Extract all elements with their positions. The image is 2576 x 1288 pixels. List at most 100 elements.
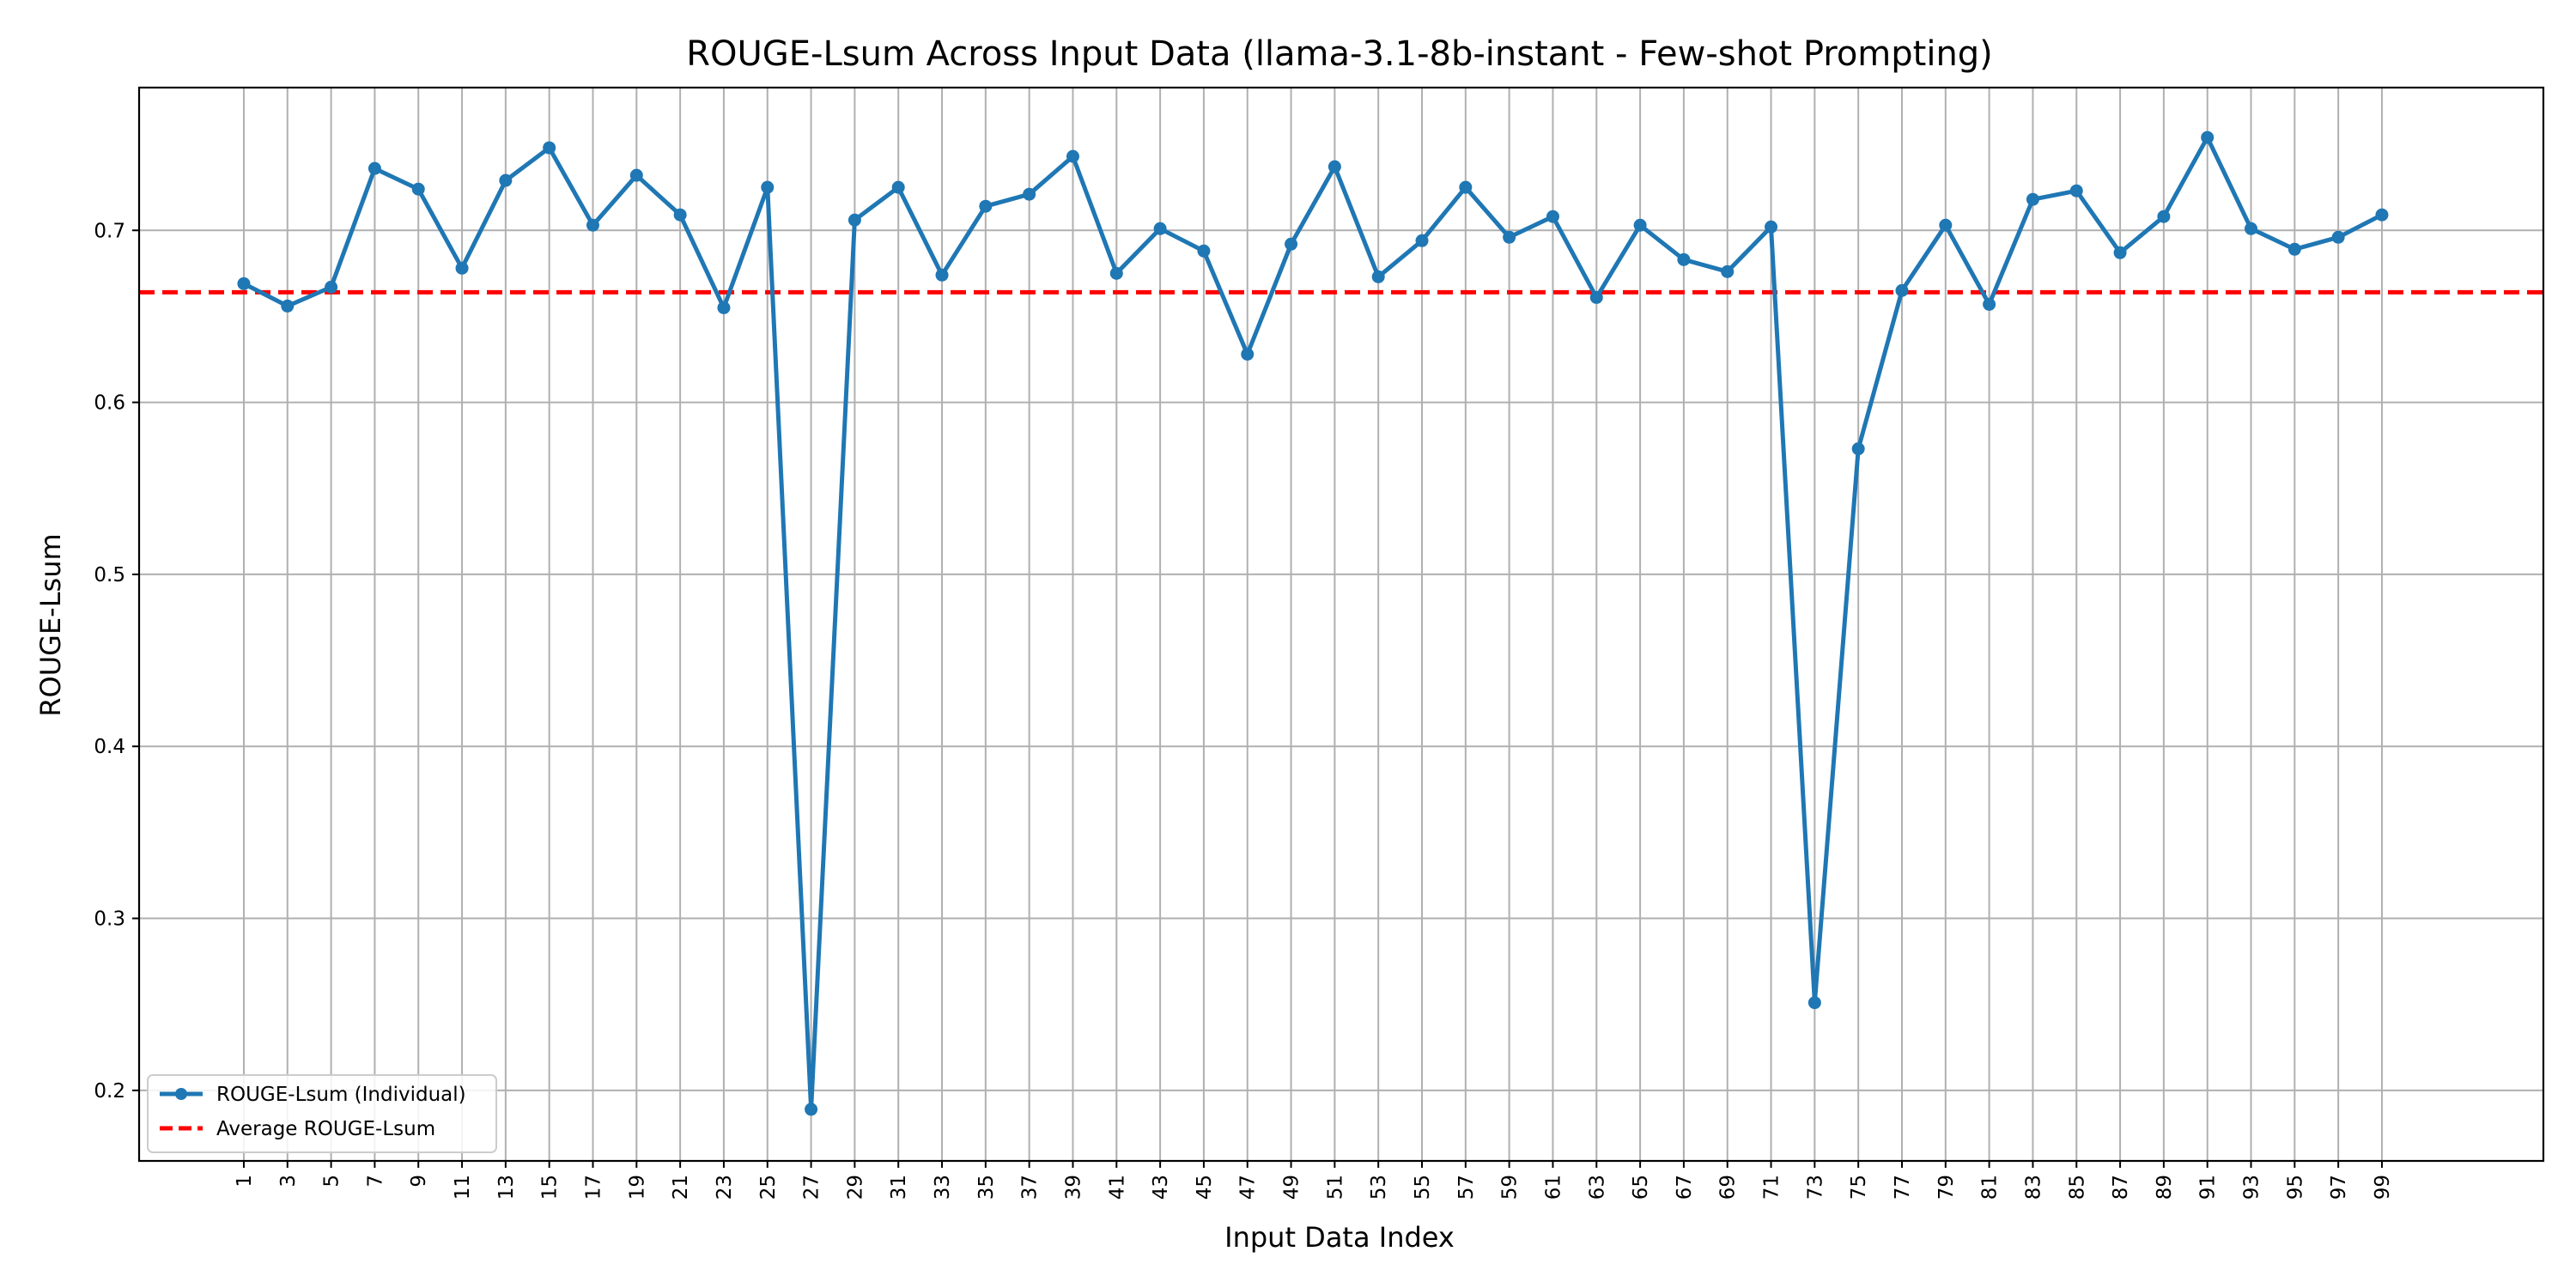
data-point (1327, 160, 1341, 173)
x-tick-label: 83 (2022, 1175, 2044, 1200)
data-point (1589, 290, 1603, 304)
x-tick-label: 31 (888, 1175, 910, 1200)
legend-label-average: Average ROUGE-Lsum (216, 1118, 435, 1140)
data-point (325, 280, 338, 294)
data-point (1807, 996, 1821, 1010)
x-tick-label: 61 (1542, 1175, 1564, 1200)
data-point (1633, 218, 1647, 232)
legend-label-individual: ROUGE-Lsum (Individual) (216, 1084, 466, 1106)
data-point (1023, 187, 1036, 201)
data-point (1459, 180, 1473, 194)
x-tick-label: 41 (1106, 1175, 1128, 1200)
x-tick-label: 97 (2328, 1175, 2350, 1200)
y-tick-label: 0.7 (94, 220, 125, 242)
x-tick-label: 5 (321, 1175, 343, 1188)
x-tick-label: 43 (1150, 1175, 1172, 1200)
y-tick-label: 0.2 (94, 1080, 125, 1103)
data-point (1066, 149, 1079, 163)
data-point (586, 218, 599, 232)
x-tick-label: 99 (2372, 1175, 2394, 1200)
x-tick-label: 39 (1062, 1175, 1084, 1200)
x-tick-label: 73 (1804, 1175, 1826, 1200)
data-point (2245, 222, 2258, 235)
plot-area-frame (137, 86, 2545, 1163)
legend-box (147, 1074, 497, 1153)
series-layer (237, 131, 2389, 1116)
data-point (1721, 264, 1735, 278)
data-point (717, 301, 731, 314)
data-point (1939, 218, 1953, 232)
data-point (1765, 220, 1778, 234)
data-point (1241, 347, 1255, 361)
data-point (2375, 208, 2389, 222)
x-tick-label: 49 (1281, 1175, 1303, 1200)
x-tick-label: 9 (408, 1175, 430, 1188)
data-point (499, 173, 513, 187)
data-point (2201, 131, 2215, 144)
x-tick-label: 53 (1368, 1175, 1390, 1200)
data-point (1983, 297, 1996, 311)
data-point (1677, 252, 1691, 266)
y-tick-label: 0.4 (94, 736, 125, 758)
x-tick-label: 77 (1892, 1175, 1914, 1200)
data-point (673, 208, 687, 222)
x-tick-label: 21 (670, 1175, 692, 1200)
x-tick-label: 91 (2197, 1175, 2220, 1200)
y-axis-label: ROUGE-Lsum (34, 533, 67, 716)
data-point (2113, 246, 2127, 259)
data-point (805, 1103, 818, 1116)
x-tick-label: 67 (1674, 1175, 1696, 1200)
legend-series-marker-swatch (175, 1088, 187, 1100)
x-tick-label: 23 (714, 1175, 736, 1200)
data-point (761, 180, 775, 194)
x-tick-label: 27 (801, 1175, 823, 1200)
data-point (411, 182, 425, 196)
data-point (935, 268, 949, 282)
data-point (543, 141, 556, 155)
data-point (1503, 230, 1516, 244)
x-tick-label: 55 (1412, 1175, 1434, 1200)
data-point (1285, 237, 1298, 251)
x-tick-label: 1 (234, 1175, 256, 1188)
data-point (1895, 283, 1909, 297)
axis-ticks: 1 3 5 7 9 11 13 15 17 19 21 23 25 27 29 31 33 35 37 39 41 43 4… (94, 220, 2394, 1200)
data-point (1851, 442, 1865, 456)
data-point (1197, 244, 1211, 258)
x-tick-label: 29 (844, 1175, 866, 1200)
data-point (1415, 234, 1429, 247)
x-tick-label: 19 (626, 1175, 648, 1200)
data-point (2069, 184, 2083, 197)
grid (139, 88, 2543, 1161)
data-point (237, 276, 251, 290)
data-point (1371, 270, 1385, 283)
data-point (629, 168, 643, 182)
data-point (848, 213, 861, 227)
x-tick-label: 95 (2284, 1175, 2306, 1200)
data-point (1546, 210, 1559, 223)
y-tick-label: 0.6 (94, 392, 125, 415)
data-point (2331, 230, 2345, 244)
data-point (281, 299, 295, 313)
x-tick-label: 25 (757, 1175, 780, 1200)
x-tick-label: 13 (495, 1175, 518, 1200)
x-tick-label: 11 (452, 1175, 474, 1200)
x-tick-label: 93 (2241, 1175, 2263, 1200)
data-point (455, 261, 469, 275)
y-tick-label: 0.3 (94, 908, 125, 931)
x-tick-label: 85 (2066, 1175, 2088, 1200)
data-point (368, 161, 381, 175)
x-tick-label: 37 (1019, 1175, 1042, 1200)
x-tick-label: 15 (539, 1175, 562, 1200)
x-tick-label: 87 (2110, 1175, 2132, 1200)
data-point (1109, 266, 1123, 280)
data-point (1153, 222, 1167, 235)
x-tick-label: 69 (1717, 1175, 1740, 1200)
x-tick-label: 7 (364, 1175, 386, 1188)
data-point (979, 199, 993, 213)
x-tick-label: 63 (1586, 1175, 1608, 1200)
x-tick-label: 47 (1237, 1175, 1260, 1200)
x-tick-label: 57 (1455, 1175, 1478, 1200)
x-tick-label: 65 (1630, 1175, 1652, 1200)
x-tick-label: 33 (932, 1175, 954, 1200)
